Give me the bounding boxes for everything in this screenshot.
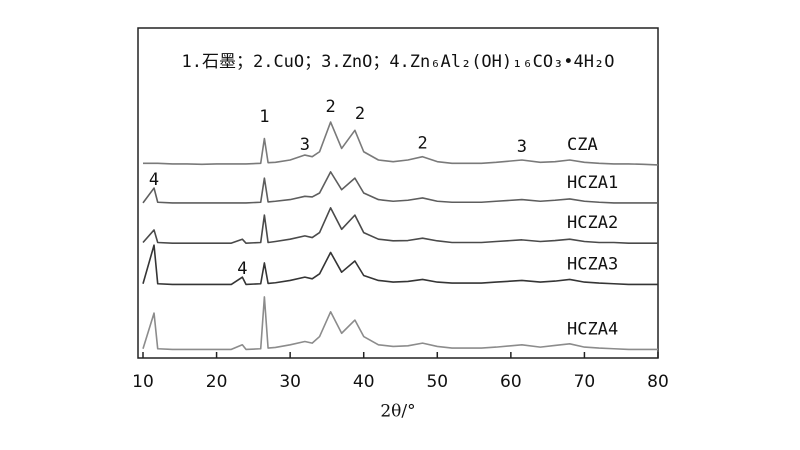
series-label: HCZA4 — [567, 319, 618, 339]
peak-annotation: 2 — [355, 104, 365, 124]
plot-frame — [137, 27, 659, 359]
peak-annotation: 3 — [300, 135, 310, 155]
x-tick-label: 70 — [574, 372, 596, 392]
legend-text: 1.石墨；2.CuO；3.ZnO；4.Zn₆Al₂(OH)₁₆CO₃•4H₂O — [182, 52, 615, 72]
x-tick-label: 40 — [353, 372, 375, 392]
xrd-trace — [142, 171, 658, 204]
xrd-trace — [142, 207, 658, 244]
peak-annotation: 4 — [149, 170, 159, 190]
x-tick-label: 50 — [426, 372, 448, 392]
series-label: CZA — [567, 135, 598, 155]
xrd-trace — [143, 121, 659, 166]
series-label: HCZA3 — [567, 254, 618, 274]
x-tick-label: 60 — [500, 372, 522, 392]
series-label: HCZA2 — [567, 213, 618, 233]
x-tick-label: 80 — [647, 372, 669, 392]
xrd-trace — [142, 296, 658, 351]
peak-annotation: 3 — [517, 137, 527, 157]
peak-annotation: 2 — [417, 134, 427, 154]
x-tick-label: 10 — [132, 372, 154, 392]
x-axis-label: 2θ/° — [380, 402, 415, 422]
series-label: HCZA1 — [567, 173, 618, 193]
peak-annotation: 4 — [237, 259, 247, 279]
x-tick-label: 30 — [279, 372, 301, 392]
xrd-trace — [142, 244, 658, 286]
peak-annotation: 2 — [325, 97, 335, 117]
x-tick-label: 20 — [206, 372, 228, 392]
peak-annotation: 1 — [259, 107, 269, 127]
